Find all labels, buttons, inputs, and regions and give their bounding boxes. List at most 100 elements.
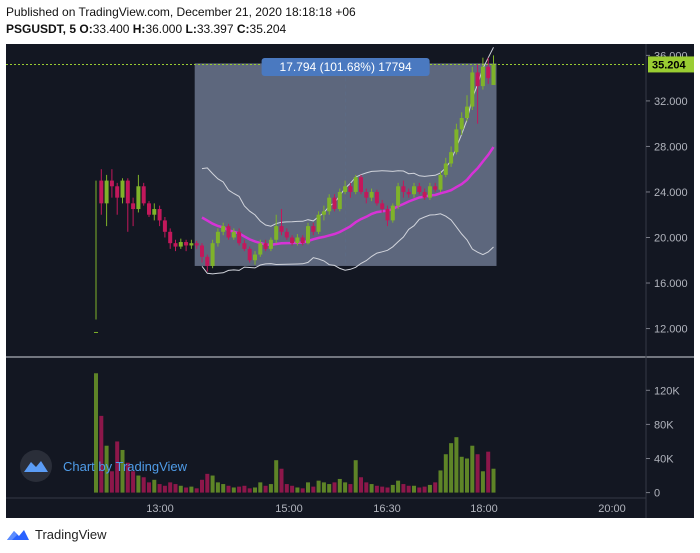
candle-body[interactable]	[268, 239, 273, 249]
volume-bar[interactable]	[99, 415, 104, 493]
candle-body[interactable]	[449, 152, 454, 164]
candle-body[interactable]	[284, 231, 289, 238]
symbol-label[interactable]: PSGUSDT, 5	[6, 22, 77, 36]
volume-bar[interactable]	[454, 437, 459, 493]
volume-bar[interactable]	[295, 487, 300, 493]
candle-body[interactable]	[385, 209, 390, 221]
candle-body[interactable]	[104, 180, 109, 204]
volume-bar[interactable]	[125, 462, 130, 493]
volume-bar[interactable]	[385, 487, 390, 493]
candle-body[interactable]	[99, 180, 104, 204]
volume-bar[interactable]	[109, 471, 114, 493]
candle-body[interactable]	[311, 226, 316, 232]
candle-body[interactable]	[443, 163, 448, 175]
candle-body[interactable]	[184, 242, 189, 246]
volume-bar[interactable]	[131, 471, 136, 493]
candle-body[interactable]	[274, 226, 279, 240]
volume-bar[interactable]	[253, 487, 257, 493]
candle-body[interactable]	[94, 331, 98, 333]
volume-bar[interactable]	[396, 480, 401, 493]
candle-body[interactable]	[306, 226, 310, 244]
volume-bar[interactable]	[348, 484, 353, 493]
candle-body[interactable]	[332, 197, 337, 210]
volume-bar[interactable]	[247, 488, 252, 493]
volume-bar[interactable]	[390, 484, 395, 493]
candle-body[interactable]	[321, 211, 326, 215]
volume-bar[interactable]	[136, 475, 141, 493]
candle-body[interactable]	[279, 226, 284, 232]
candle-body[interactable]	[131, 203, 136, 210]
volume-bar[interactable]	[210, 475, 215, 493]
footer-brand[interactable]: TradingView	[35, 526, 107, 542]
volume-bar[interactable]	[274, 460, 279, 493]
candle-body[interactable]	[300, 237, 305, 244]
volume-bar[interactable]	[438, 470, 443, 493]
volume-bar[interactable]	[364, 482, 369, 493]
volume-bar[interactable]	[268, 484, 273, 493]
candle-body[interactable]	[316, 214, 321, 232]
volume-bar[interactable]	[104, 445, 109, 493]
candle-body[interactable]	[295, 237, 300, 244]
volume-bar[interactable]	[353, 460, 358, 493]
candle-body[interactable]	[253, 254, 257, 261]
candle-body[interactable]	[343, 186, 348, 192]
candle-body[interactable]	[237, 231, 242, 244]
volume-bar[interactable]	[215, 482, 220, 493]
candle-body[interactable]	[109, 180, 114, 187]
candle-body[interactable]	[115, 186, 120, 198]
candle-body[interactable]	[337, 191, 342, 210]
volume-bar[interactable]	[332, 482, 337, 493]
volume-bar[interactable]	[337, 478, 342, 493]
volume-bar[interactable]	[427, 484, 432, 493]
volume-bar[interactable]	[290, 485, 295, 493]
candle-body[interactable]	[168, 231, 173, 244]
volume-bar[interactable]	[486, 451, 491, 493]
volume-bar[interactable]	[369, 484, 374, 493]
candle-body[interactable]	[189, 243, 194, 246]
volume-bar[interactable]	[311, 486, 316, 493]
volume-bar[interactable]	[279, 468, 284, 493]
candle-body[interactable]	[454, 129, 459, 153]
candle-body[interactable]	[401, 186, 406, 192]
volume-bar[interactable]	[417, 487, 422, 493]
volume-bar[interactable]	[226, 485, 231, 493]
volume-bar[interactable]	[147, 482, 151, 493]
volume-bar[interactable]	[306, 482, 310, 493]
candle-body[interactable]	[247, 248, 252, 261]
candle-body[interactable]	[226, 226, 231, 238]
candle-body[interactable]	[157, 209, 162, 221]
volume-bar[interactable]	[178, 485, 183, 493]
candle-body[interactable]	[475, 72, 480, 87]
candle-body[interactable]	[406, 191, 411, 195]
candle-body[interactable]	[459, 117, 464, 130]
volume-bar[interactable]	[152, 479, 157, 493]
volume-bar[interactable]	[231, 487, 236, 493]
volume-bar[interactable]	[374, 485, 379, 493]
tradingview-watermark[interactable]	[20, 450, 52, 482]
candle-body[interactable]	[162, 220, 167, 232]
candle-body[interactable]	[491, 64, 496, 85]
candle-body[interactable]	[231, 231, 236, 238]
candle-body[interactable]	[480, 66, 485, 87]
candle-body[interactable]	[380, 203, 385, 210]
candle-body[interactable]	[178, 242, 183, 247]
candle-body[interactable]	[221, 226, 226, 232]
volume-bar[interactable]	[189, 486, 194, 493]
volume-bar[interactable]	[157, 484, 162, 493]
candle-body[interactable]	[120, 180, 125, 198]
volume-bar[interactable]	[200, 479, 204, 493]
volume-bar[interactable]	[470, 445, 475, 493]
candle-body[interactable]	[290, 237, 295, 244]
candle-body[interactable]	[427, 186, 432, 198]
volume-bar[interactable]	[380, 486, 385, 493]
candle-body[interactable]	[486, 66, 491, 79]
candle-body[interactable]	[141, 186, 146, 204]
volume-bar[interactable]	[141, 477, 146, 493]
candle-body[interactable]	[369, 191, 374, 198]
candle-body[interactable]	[359, 177, 363, 192]
volume-bar[interactable]	[115, 441, 120, 493]
volume-bar[interactable]	[120, 449, 125, 493]
candle-body[interactable]	[412, 186, 416, 195]
candle-body[interactable]	[242, 243, 247, 249]
